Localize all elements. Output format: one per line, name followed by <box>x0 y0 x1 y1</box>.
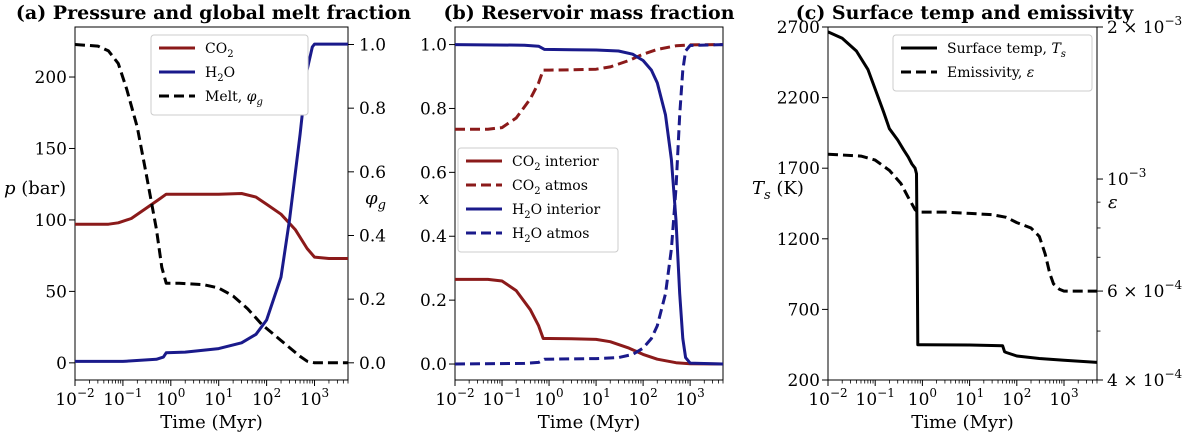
legend-label: CO2 atmos <box>512 178 588 197</box>
y-axis-label: Ts (K) <box>752 178 804 203</box>
x-tick-label: 103 <box>675 386 704 410</box>
series-line-melt <box>75 43 348 365</box>
x-tick-label: 100 <box>908 386 937 410</box>
y-tick-label: 700 <box>788 300 820 320</box>
y2-tick-label: 0.4 <box>359 226 386 246</box>
x-tick-label: 10−2 <box>55 386 94 410</box>
x-tick-label: 101 <box>581 386 610 410</box>
x-tick-label: 103 <box>1049 386 1078 410</box>
y2-tick-label: 6 × 10−4 <box>1107 278 1183 302</box>
series-line-h2o-atmos <box>455 43 723 366</box>
legend-label: CO2 <box>205 41 234 60</box>
x-tick-label: 103 <box>300 386 329 410</box>
y-tick-label: 2200 <box>777 89 820 109</box>
x-axis-label: Time (Myr) <box>538 412 640 433</box>
y-tick-label: 200 <box>788 371 820 391</box>
x-tick-label: 100 <box>534 386 563 410</box>
y-tick-label: 150 <box>35 139 67 159</box>
x-tick-label: 102 <box>1002 386 1031 410</box>
y-tick-label: 2700 <box>777 18 820 38</box>
y2-tick-label: 0.2 <box>359 290 386 310</box>
y-tick-label: 0.8 <box>420 99 447 119</box>
y2-tick-label: 0.8 <box>359 99 386 119</box>
legend-label: H2O interior <box>512 202 601 221</box>
series-line-surface-temp <box>828 30 1097 364</box>
y-tick-label: 0 <box>56 354 67 374</box>
legend-box <box>457 147 619 253</box>
legend: Surface temp, Ts Emissivity, ε <box>892 34 1093 92</box>
y2-tick-label: 1.0 <box>359 36 386 56</box>
chart-panel-1: (a) Pressure and global melt fraction 10−… <box>4 2 411 433</box>
legend-label: Melt, φg <box>205 89 263 108</box>
chart-title: (a) Pressure and global melt fraction <box>16 2 411 24</box>
series-line-co2-interior <box>455 277 723 366</box>
y-tick-label: 100 <box>35 211 67 231</box>
series-line-h2o <box>75 42 348 363</box>
x-tick-label: 100 <box>156 386 185 410</box>
y2-tick-label: 0.6 <box>359 163 386 183</box>
y2-axis-label: ε <box>1108 192 1118 213</box>
x-tick-label: 10−2 <box>808 386 847 410</box>
y-tick-label: 1700 <box>777 159 820 179</box>
y-tick-label: 0.2 <box>420 291 447 311</box>
x-tick-label: 10−1 <box>103 386 142 410</box>
x-tick-label: 102 <box>252 386 281 410</box>
y-tick-label: 0.4 <box>420 227 447 247</box>
legend-label: Surface temp, Ts <box>947 41 1066 60</box>
x-tick-label: 101 <box>204 386 233 410</box>
y2-tick-label: 2 × 10−3 <box>1107 14 1182 38</box>
x-axis-label: Time (Myr) <box>911 412 1013 433</box>
y-tick-label: 200 <box>35 68 67 88</box>
y-tick-label: 0.0 <box>420 355 447 375</box>
y2-tick-label: 0.0 <box>359 354 386 374</box>
y2-tick-label: 4 × 10−4 <box>1107 367 1183 391</box>
x-tick-label: 10−1 <box>482 386 521 410</box>
x-tick-label: 102 <box>628 386 657 410</box>
legend-box <box>892 34 1093 92</box>
x-tick-label: 10−2 <box>435 386 474 410</box>
y-tick-label: 0.6 <box>420 163 447 183</box>
y-tick-label: 50 <box>45 282 67 302</box>
series-line-co2 <box>75 192 348 260</box>
x-axis-label: Time (Myr) <box>160 412 262 433</box>
chart-title: (b) Reservoir mass fraction <box>443 2 734 24</box>
y-axis-label: p (bar) <box>4 178 66 199</box>
legend: CO2 interior CO2 atmos H2O interior H2O atm… <box>457 147 619 253</box>
legend: CO2 H2O Melt, φg <box>150 34 309 116</box>
y2-axis-label: φg <box>365 188 386 213</box>
chart-title: (c) Surface temp and emissivity <box>796 2 1134 24</box>
y2-tick-label: 10−3 <box>1107 166 1146 190</box>
chart-panel-3: (c) Surface temp and emissivity 10−2 10−1 1… <box>752 2 1183 433</box>
legend-label: H2O atmos <box>512 226 589 245</box>
legend-label: CO2 interior <box>512 154 599 173</box>
series-line-co2-atmos <box>455 43 723 131</box>
y-axis-label: x <box>419 188 429 209</box>
x-tick-label: 101 <box>955 386 984 410</box>
y-tick-label: 1.0 <box>420 36 447 56</box>
x-tick-label: 10−1 <box>856 386 895 410</box>
series-line-h2o-interior <box>455 43 723 366</box>
chart-panel-2: (b) Reservoir mass fraction 10−2 10−1 100 10… <box>419 2 735 433</box>
legend-label: H2O <box>205 65 235 84</box>
legend-label: Emissivity, ε <box>947 65 1034 81</box>
y-tick-label: 1200 <box>777 230 820 250</box>
series-line-emissivity <box>828 152 1097 293</box>
